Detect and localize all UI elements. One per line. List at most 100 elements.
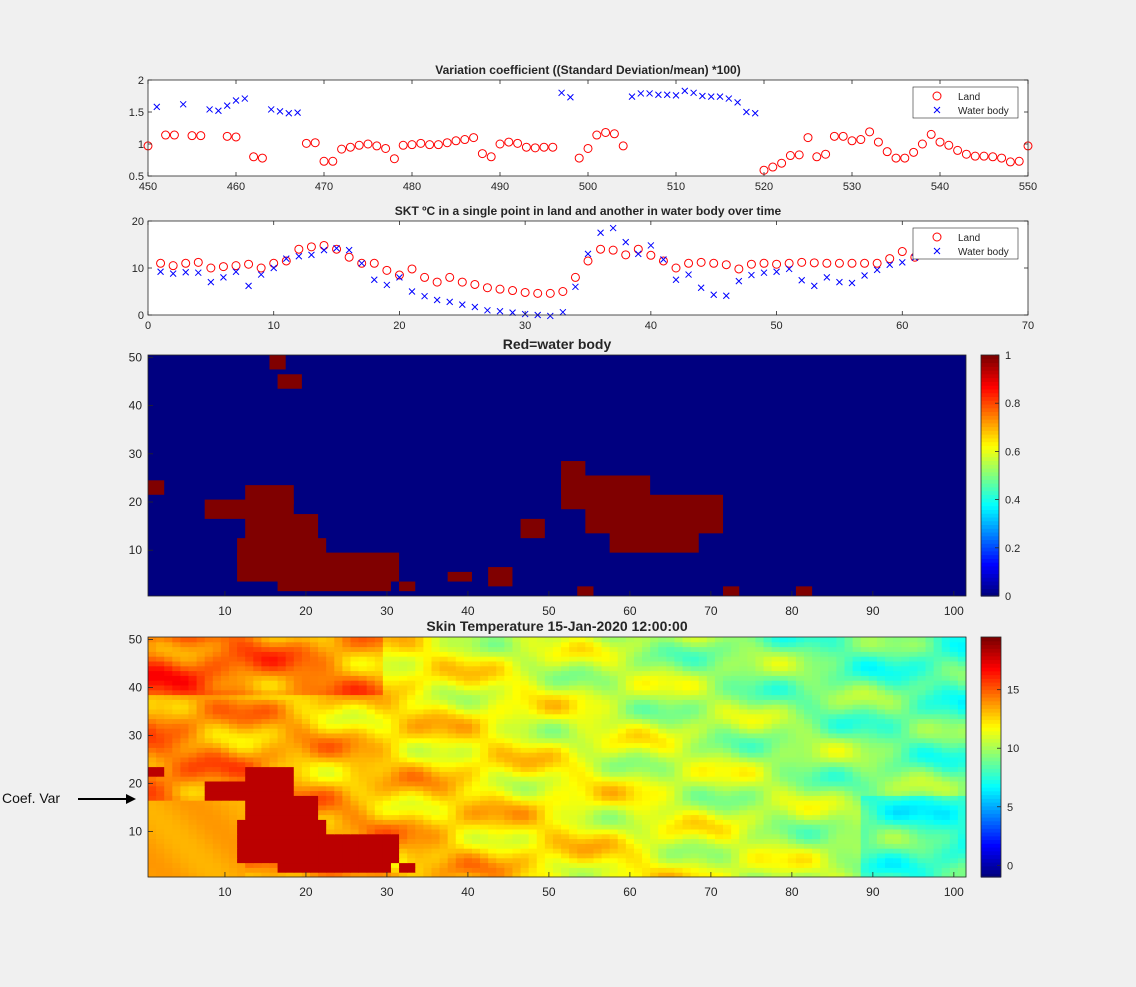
heat-cell — [925, 742, 935, 748]
heat-cell — [309, 709, 319, 715]
heat-cell — [188, 848, 198, 854]
heat-cell — [739, 771, 748, 777]
data-point — [699, 92, 706, 100]
heat-cell — [795, 785, 805, 792]
heat-cell — [196, 680, 206, 686]
heat-cell — [423, 709, 432, 715]
water-cell — [269, 355, 286, 370]
data-point — [294, 244, 304, 254]
heat-cell — [925, 790, 935, 796]
heat-cell — [957, 728, 967, 734]
heat-cell — [188, 809, 198, 816]
heat-cell — [293, 661, 303, 667]
heat-cell — [180, 795, 189, 801]
heat-cell — [561, 833, 570, 840]
heat-cell — [407, 694, 416, 700]
heat-cell — [609, 857, 619, 864]
heat-cell — [771, 709, 781, 715]
heat-cell — [512, 819, 522, 825]
heat-cell — [698, 685, 708, 691]
heat-cell — [407, 675, 416, 681]
heat-cell — [787, 757, 797, 763]
heat-cell — [901, 853, 910, 859]
heat-cell — [804, 747, 813, 753]
heat-cell — [885, 771, 894, 777]
heat-cell — [844, 809, 854, 816]
heat-cell — [366, 728, 376, 734]
heat-cell — [609, 709, 619, 715]
heat-cell — [544, 761, 554, 768]
heat-cell — [544, 661, 554, 667]
colorbar-step — [981, 471, 999, 477]
heat-cell — [528, 848, 538, 854]
heat-cell — [188, 872, 198, 878]
heat-cell — [156, 747, 165, 753]
heat-cell — [714, 781, 724, 787]
heat-cell — [561, 843, 570, 849]
heat-cell — [253, 809, 262, 816]
colorbar-step — [981, 430, 999, 435]
colorbar-step — [981, 403, 999, 409]
heat-cell — [601, 685, 611, 691]
heat-cell — [407, 723, 416, 729]
heat-cell — [731, 689, 740, 696]
heat-cell — [795, 843, 805, 849]
heat-cell — [731, 872, 740, 878]
heat-cell — [933, 704, 943, 710]
heat-cell — [650, 728, 659, 734]
heat-cell — [909, 833, 918, 840]
heat-cell — [269, 704, 279, 710]
heat-cell — [682, 867, 692, 873]
heat-cell — [731, 742, 740, 748]
heat-cell — [220, 761, 230, 768]
heat-cell — [836, 766, 846, 772]
heat-cell — [382, 790, 392, 796]
heat-cell — [933, 709, 943, 715]
heat-cell — [585, 713, 594, 720]
heat-cell — [949, 728, 959, 734]
heat-cell — [941, 747, 951, 753]
heat-cell — [625, 661, 635, 667]
heat-cell — [301, 752, 311, 758]
heat-cell — [812, 824, 821, 830]
heat-cell — [747, 857, 756, 864]
heat-cell — [601, 853, 611, 859]
heat-cell — [617, 694, 627, 700]
heat-cell — [382, 752, 392, 758]
heat-cell — [650, 771, 659, 777]
heat-cell — [245, 843, 254, 849]
heat-cell — [925, 824, 935, 830]
heat-cell — [390, 661, 400, 667]
heat-cell — [415, 776, 424, 782]
heat-cell — [763, 670, 773, 676]
heat-cell — [642, 872, 651, 878]
heat-cell — [212, 848, 222, 854]
heat-cell — [204, 761, 214, 768]
heat-cell — [795, 737, 805, 744]
heat-cell — [342, 819, 351, 825]
heat-cell — [374, 771, 384, 777]
heat-cell — [366, 665, 376, 672]
heat-cell — [156, 862, 165, 868]
heat-cell — [488, 843, 497, 849]
heat-cell — [471, 694, 481, 700]
heat-cell — [366, 776, 376, 782]
data-point — [861, 272, 868, 279]
heat-cell — [893, 661, 902, 667]
heat-cell — [520, 771, 530, 777]
heat-cell — [318, 848, 327, 854]
heat-cell — [350, 723, 360, 729]
heat-cell — [293, 848, 303, 854]
heat-cell — [601, 862, 611, 868]
heat-cell — [188, 781, 198, 787]
heat-cell — [528, 814, 538, 820]
heat-cell — [739, 723, 748, 729]
heat-cell — [949, 800, 959, 806]
heat-cell — [382, 819, 392, 825]
heat-cell — [852, 867, 862, 873]
heat-cell — [723, 718, 732, 724]
heat-cell — [917, 872, 927, 878]
heat-cell — [714, 833, 724, 840]
heat-cell — [480, 709, 489, 715]
heat-cell — [779, 733, 789, 739]
